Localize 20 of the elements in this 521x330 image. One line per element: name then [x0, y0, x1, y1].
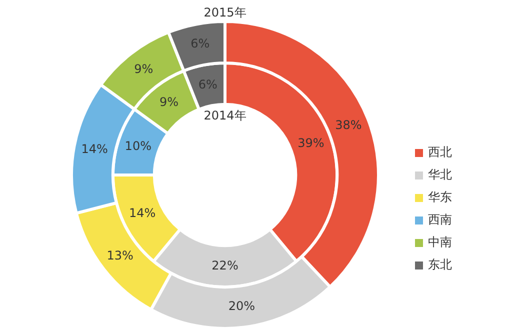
data-label: 14% — [81, 142, 108, 156]
slice-label: 2015年 — [204, 6, 246, 20]
data-label: 9% — [134, 62, 154, 76]
data-label: 20% — [228, 298, 255, 313]
legend-label: 华东 — [428, 190, 452, 204]
legend-label: 华北 — [428, 168, 452, 182]
data-label: 9% — [160, 94, 179, 109]
data-label: 13% — [106, 248, 134, 263]
data-label: 38% — [335, 118, 362, 132]
data-label: 6% — [190, 36, 210, 51]
data-label: 22% — [212, 258, 238, 272]
legend-label: 西北 — [428, 145, 452, 160]
legend-label: 中南 — [428, 235, 452, 250]
data-label: 10% — [124, 138, 152, 153]
legend-label: 西南 — [428, 212, 452, 227]
data-label: 6% — [198, 77, 218, 92]
legend-label: 东北 — [428, 258, 452, 272]
slice-label: 2014年 — [204, 108, 246, 123]
data-label: 39% — [298, 136, 324, 150]
data-label: 14% — [129, 206, 156, 220]
